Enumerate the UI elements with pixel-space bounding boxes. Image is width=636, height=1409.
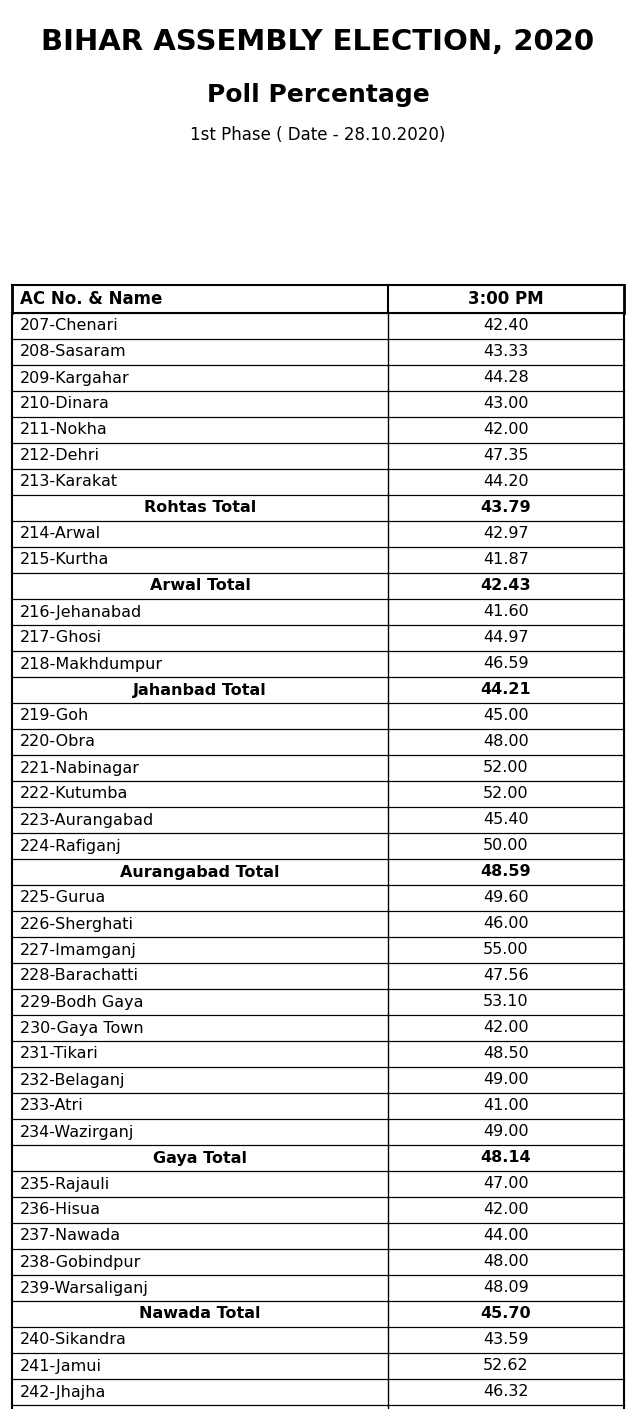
Text: 43.79: 43.79 (481, 500, 531, 516)
Text: 48.00: 48.00 (483, 1254, 529, 1270)
Text: 55.00: 55.00 (483, 943, 529, 958)
Text: Aurangabad Total: Aurangabad Total (120, 865, 280, 879)
Text: 42.97: 42.97 (483, 527, 529, 541)
Text: 46.32: 46.32 (483, 1385, 529, 1399)
Text: 53.10: 53.10 (483, 995, 529, 1009)
Text: 44.28: 44.28 (483, 371, 529, 386)
Text: 45.00: 45.00 (483, 709, 529, 723)
Text: 233-Atri: 233-Atri (20, 1099, 84, 1113)
Text: Jahanbad Total: Jahanbad Total (133, 682, 267, 697)
Text: 43.00: 43.00 (483, 396, 529, 411)
Text: 44.21: 44.21 (481, 682, 531, 697)
Text: 43.33: 43.33 (483, 344, 529, 359)
Text: 48.14: 48.14 (481, 1151, 531, 1165)
Text: 242-Jhajha: 242-Jhajha (20, 1385, 106, 1399)
Text: 239-Warsaliganj: 239-Warsaliganj (20, 1281, 149, 1295)
Text: BIHAR ASSEMBLY ELECTION, 2020: BIHAR ASSEMBLY ELECTION, 2020 (41, 28, 595, 56)
Text: 48.00: 48.00 (483, 734, 529, 750)
Text: 45.40: 45.40 (483, 813, 529, 827)
Text: 225-Gurua: 225-Gurua (20, 890, 106, 906)
Text: AC No. & Name: AC No. & Name (20, 290, 162, 309)
Text: 48.59: 48.59 (481, 865, 531, 879)
Text: 217-Ghosi: 217-Ghosi (20, 630, 102, 645)
Text: 207-Chenari: 207-Chenari (20, 318, 119, 334)
Text: 218-Makhdumpur: 218-Makhdumpur (20, 657, 163, 672)
Text: 1st Phase ( Date - 28.10.2020): 1st Phase ( Date - 28.10.2020) (190, 125, 446, 144)
Text: 231-Tikari: 231-Tikari (20, 1047, 99, 1061)
Text: 48.50: 48.50 (483, 1047, 529, 1061)
Text: 49.00: 49.00 (483, 1072, 529, 1088)
Text: 46.59: 46.59 (483, 657, 529, 672)
Text: 237-Nawada: 237-Nawada (20, 1229, 121, 1244)
Text: 52.00: 52.00 (483, 786, 529, 802)
Text: 224-Rafiganj: 224-Rafiganj (20, 838, 121, 854)
Text: 219-Goh: 219-Goh (20, 709, 89, 723)
Text: 48.09: 48.09 (483, 1281, 529, 1295)
Text: 211-Nokha: 211-Nokha (20, 423, 107, 438)
Text: 46.00: 46.00 (483, 916, 529, 931)
Text: Gaya Total: Gaya Total (153, 1151, 247, 1165)
Text: 45.70: 45.70 (481, 1306, 531, 1322)
Text: 49.00: 49.00 (483, 1124, 529, 1140)
Text: 52.62: 52.62 (483, 1358, 529, 1374)
Text: 215-Kurtha: 215-Kurtha (20, 552, 109, 568)
Text: 44.00: 44.00 (483, 1229, 529, 1244)
Text: 235-Rajauli: 235-Rajauli (20, 1177, 110, 1192)
Text: 209-Kargahar: 209-Kargahar (20, 371, 130, 386)
Text: 216-Jehanabad: 216-Jehanabad (20, 604, 142, 620)
Text: 42.40: 42.40 (483, 318, 529, 334)
Text: 41.87: 41.87 (483, 552, 529, 568)
Text: 42.00: 42.00 (483, 423, 529, 438)
Text: 210-Dinara: 210-Dinara (20, 396, 110, 411)
Text: Rohtas Total: Rohtas Total (144, 500, 256, 516)
Text: 49.60: 49.60 (483, 890, 529, 906)
Text: 238-Gobindpur: 238-Gobindpur (20, 1254, 141, 1270)
Text: 232-Belaganj: 232-Belaganj (20, 1072, 125, 1088)
Text: 234-Wazirganj: 234-Wazirganj (20, 1124, 134, 1140)
Text: 50.00: 50.00 (483, 838, 529, 854)
Text: 42.00: 42.00 (483, 1020, 529, 1036)
Text: 223-Aurangabad: 223-Aurangabad (20, 813, 155, 827)
Text: 52.00: 52.00 (483, 761, 529, 775)
Text: 214-Arwal: 214-Arwal (20, 527, 101, 541)
Text: 42.43: 42.43 (481, 579, 531, 593)
Text: 208-Sasaram: 208-Sasaram (20, 344, 127, 359)
Text: 47.00: 47.00 (483, 1177, 529, 1192)
Text: 41.00: 41.00 (483, 1099, 529, 1113)
Text: 229-Bodh Gaya: 229-Bodh Gaya (20, 995, 144, 1009)
Text: 226-Sherghati: 226-Sherghati (20, 916, 134, 931)
Text: 3:00 PM: 3:00 PM (468, 290, 544, 309)
Text: 222-Kutumba: 222-Kutumba (20, 786, 128, 802)
Text: 47.35: 47.35 (483, 448, 529, 464)
Text: 44.97: 44.97 (483, 630, 529, 645)
Text: 212-Dehri: 212-Dehri (20, 448, 100, 464)
Text: Poll Percentage: Poll Percentage (207, 83, 429, 107)
Text: Arwal Total: Arwal Total (149, 579, 251, 593)
Text: 230-Gaya Town: 230-Gaya Town (20, 1020, 144, 1036)
Text: 44.20: 44.20 (483, 475, 529, 489)
Text: 47.56: 47.56 (483, 968, 529, 983)
Text: 240-Sikandra: 240-Sikandra (20, 1333, 127, 1347)
Text: 236-Hisua: 236-Hisua (20, 1202, 101, 1217)
Text: 220-Obra: 220-Obra (20, 734, 96, 750)
Text: Nawada Total: Nawada Total (139, 1306, 261, 1322)
Text: 213-Karakat: 213-Karakat (20, 475, 118, 489)
Text: 43.59: 43.59 (483, 1333, 529, 1347)
Text: 41.60: 41.60 (483, 604, 529, 620)
Text: 42.00: 42.00 (483, 1202, 529, 1217)
Text: 221-Nabinagar: 221-Nabinagar (20, 761, 140, 775)
Text: 241-Jamui: 241-Jamui (20, 1358, 102, 1374)
Text: 227-Imamganj: 227-Imamganj (20, 943, 137, 958)
Text: 228-Barachatti: 228-Barachatti (20, 968, 139, 983)
